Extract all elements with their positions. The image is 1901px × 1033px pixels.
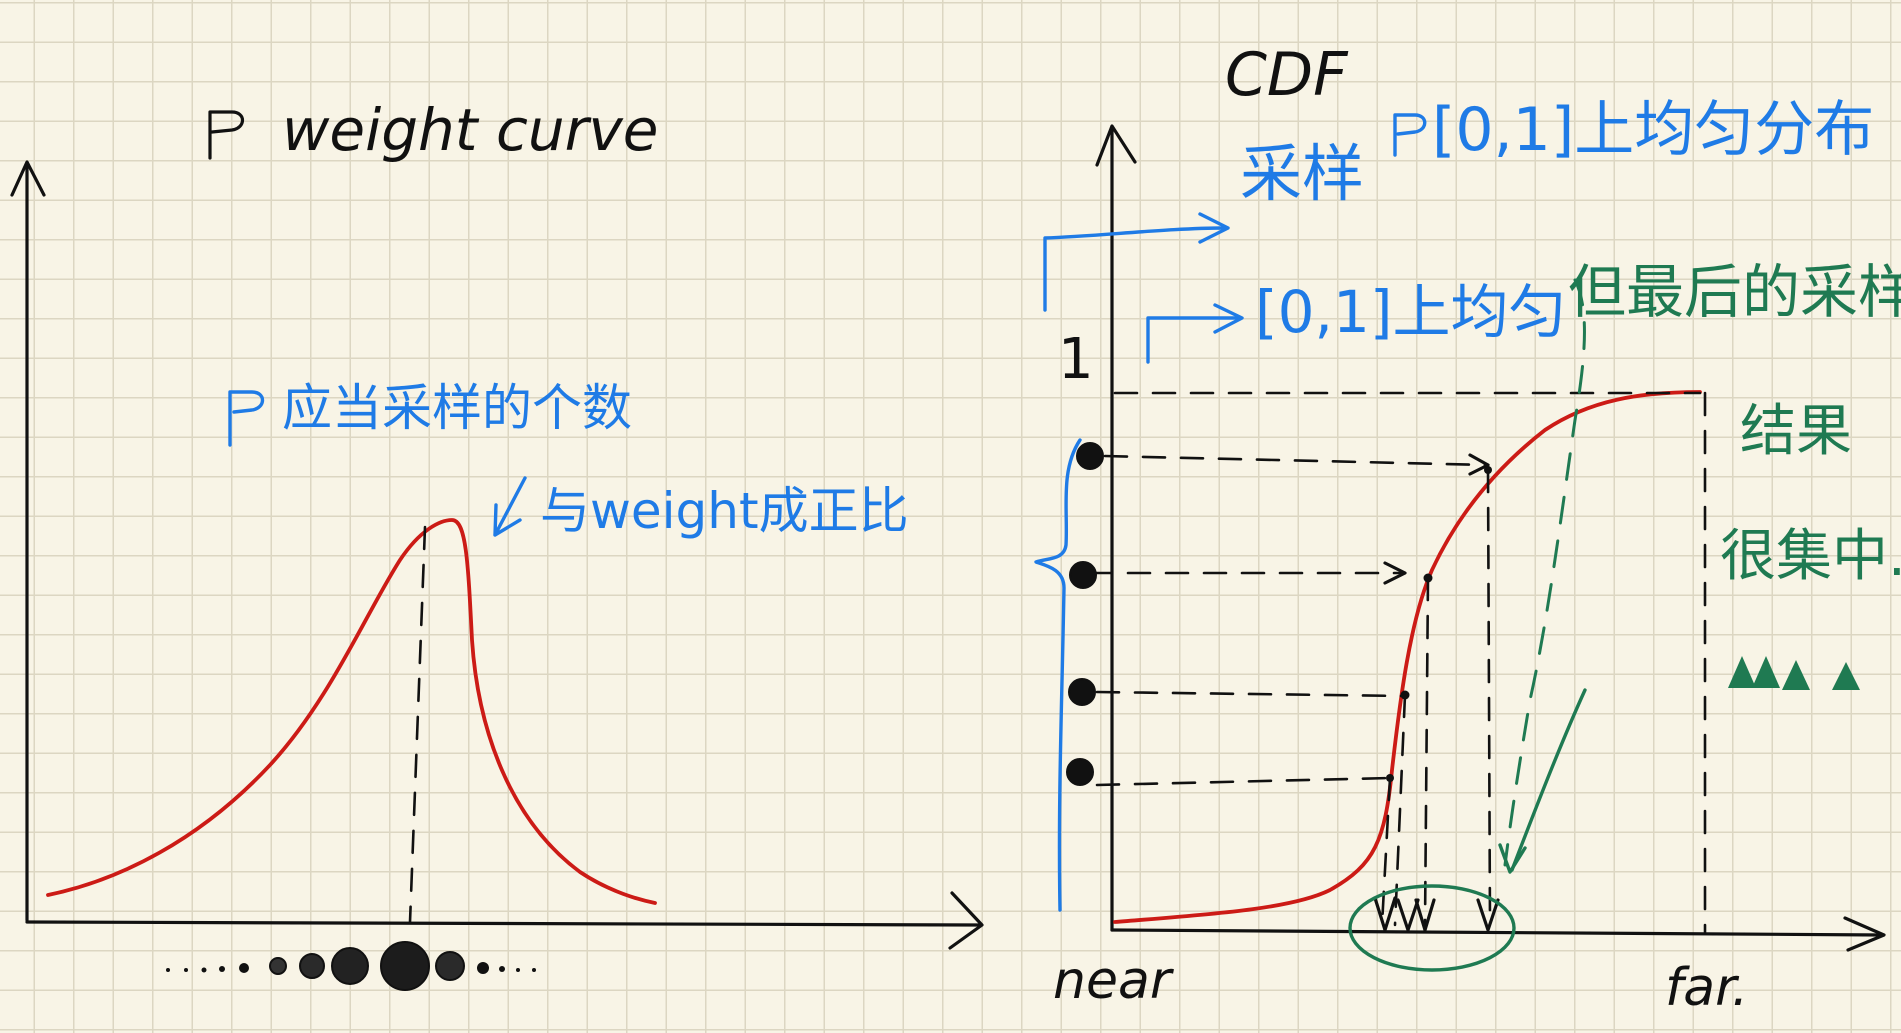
cluster-circle [1348,884,1516,972]
green-arrowhead-icon [1498,843,1527,874]
proportional-annotation: 与weight成正比 [540,482,909,540]
peak-dashed-line [408,525,427,924]
sample-dot [299,953,325,979]
landing-mark-icon [1414,898,1436,932]
landing-samples [1373,896,1500,932]
projection-arrow-icon [1468,453,1490,476]
green-hint-curve [1503,278,1586,867]
landing-mark-icon [1476,898,1500,932]
sample-label: 采样 [1240,137,1364,210]
cluster-mark-icon [1832,662,1860,690]
uniform-sample-dot [1068,678,1096,706]
landing-mark-icon [1373,896,1397,932]
cdf-y-axis-arrow-icon [1095,124,1137,167]
sample-dot [435,951,465,981]
title-bullet-icon [208,110,245,160]
cdf-x-axis-arrow-icon [1843,916,1886,952]
sample-drop-line [1486,468,1492,927]
sample-count-annotation: 应当采样的个数 [282,379,632,437]
cluster-mark-icon [1752,656,1780,688]
cdf-curve [1113,390,1702,924]
projection-arrow-icon [1383,561,1407,585]
cluster-mark-icon [1782,660,1810,690]
concentrated-label-line2: 很集中. [1720,524,1901,589]
landing-mark-icon [1396,898,1420,932]
cluster-mark-icon [1728,656,1756,688]
sample-dot [239,963,249,973]
sample-dot [184,968,188,972]
left-x-axis [25,920,982,927]
inverse-sampling-lines [1088,453,1492,927]
sample-dot [219,966,225,972]
left-weight-plot: weight curve 应当采样的个数 与weight成正比 [10,96,984,991]
uniform-bullet-icon [1393,113,1427,157]
uniform-distribution-label: [0,1]上均匀分布 [1432,95,1874,165]
y-value-one: 1 [1058,327,1094,392]
sample-dot [331,947,369,985]
sample-dot [166,968,170,972]
sample-projection-line [1095,690,1407,698]
sample-dot [201,967,207,973]
sample-projection-line [1095,776,1392,787]
proportional-arrow-icon [493,476,527,537]
sample-bracket-arrow-icon [1198,212,1230,244]
cdf-axis-label: CDF [1225,40,1349,110]
left-x-axis-arrow-icon [948,891,984,950]
weight-curve-title: weight curve [282,96,659,164]
uniform-sample-dot [1076,442,1104,470]
green-hint-arrow [1510,688,1587,872]
uniform-short-label: [0,1]上均匀 [1255,278,1567,346]
sample-projection-line [1103,454,1490,467]
sample-density-dots [166,941,536,991]
cdf-x-axis [1110,928,1884,937]
left-y-axis-arrow-icon [10,160,46,197]
sample-bracket-arrow [1043,226,1227,312]
far-label: far. [1665,958,1748,1018]
sample-dot [477,962,489,974]
concentrated-label-line1: 结果 [1740,399,1852,464]
uniform-sample-dot [1066,758,1094,786]
sample-dot [269,957,287,975]
uniform-sample-points [1066,442,1104,786]
uniform-bracket-arrow [1146,316,1242,364]
uniform-brace [1034,438,1082,912]
uniform-sample-dot [1069,561,1097,589]
sample-dot [516,968,520,972]
final-samples-label: 但最后的采样 [1568,258,1901,326]
sample-dot [532,968,536,972]
uniform-bracket-arrow-icon [1213,303,1244,334]
sample-drop-line [1393,693,1407,927]
cdf-sample-point [1400,690,1410,700]
sample-dot [499,966,505,972]
near-label: near [1053,951,1175,1011]
right-cdf-plot: CDF 1 near far. [1034,40,1901,1018]
cdf-sample-point [1386,774,1394,782]
cdf-sample-point [1484,466,1492,474]
sample-drop-line [1423,576,1430,927]
cluster-marks [1728,656,1860,690]
sample-drop-line [1380,776,1392,927]
count-bullet-icon [228,390,265,447]
sample-dot [380,941,430,991]
weight-curve [46,518,657,905]
cdf-sample-point [1423,573,1433,583]
